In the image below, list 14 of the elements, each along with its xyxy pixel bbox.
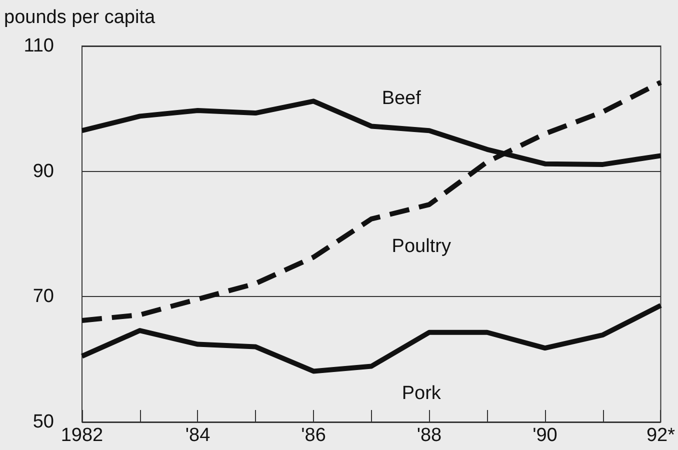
series-label: Beef xyxy=(382,88,422,110)
y-tick-label: 90 xyxy=(32,160,54,182)
x-tick-label: '86 xyxy=(301,425,326,446)
x-tick-label: '84 xyxy=(185,425,211,446)
x-tick-label: '88 xyxy=(416,425,442,446)
y-axis-title: pounds per capita xyxy=(4,7,156,28)
x-tick-label: 1982 xyxy=(60,425,104,446)
x-tick-label: '90 xyxy=(532,425,558,446)
x-tick-label: 92* xyxy=(646,425,676,446)
series-label: Pork xyxy=(402,383,442,404)
y-tick-label: 70 xyxy=(32,286,54,308)
y-tick-label: 110 xyxy=(24,36,54,56)
series-label: Poultry xyxy=(392,236,452,257)
y-tick-label: 50 xyxy=(32,412,54,432)
